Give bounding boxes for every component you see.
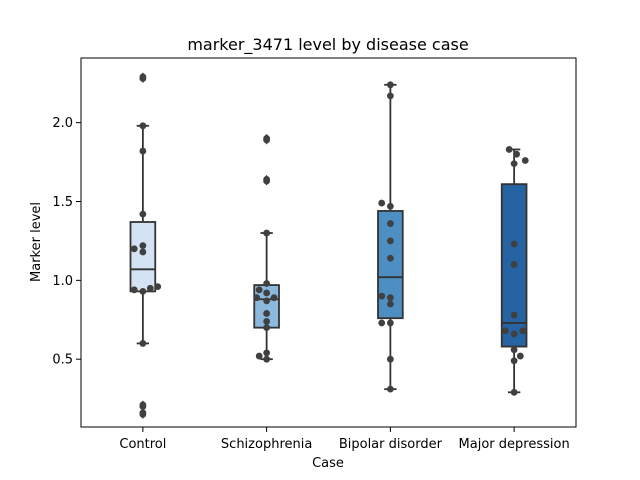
data-point bbox=[270, 294, 278, 302]
x-tick-label: Schizophrenia bbox=[221, 437, 312, 452]
data-point bbox=[510, 357, 518, 365]
data-point bbox=[386, 81, 394, 89]
data-point bbox=[378, 292, 386, 300]
data-point bbox=[139, 410, 147, 418]
x-tick-label: Control bbox=[119, 437, 166, 452]
data-point bbox=[139, 75, 147, 82]
y-tick-label: 2.0 bbox=[52, 116, 73, 131]
data-point bbox=[386, 237, 394, 245]
data-point bbox=[263, 355, 271, 363]
data-point bbox=[516, 352, 524, 360]
data-point bbox=[510, 388, 518, 396]
data-point bbox=[154, 283, 162, 291]
data-point bbox=[263, 297, 271, 305]
data-point bbox=[139, 340, 147, 347]
y-tick-label: 1.0 bbox=[52, 274, 73, 289]
data-point bbox=[263, 324, 271, 332]
x-tick-label: Major depression bbox=[459, 437, 570, 452]
data-point bbox=[263, 280, 271, 287]
data-point bbox=[263, 289, 271, 297]
data-point bbox=[386, 92, 394, 100]
data-point bbox=[255, 286, 263, 294]
data-point bbox=[130, 286, 138, 294]
data-point bbox=[519, 327, 527, 335]
data-point bbox=[510, 311, 518, 319]
data-point bbox=[146, 284, 154, 292]
data-point bbox=[263, 136, 271, 144]
y-tick-label: 0.5 bbox=[52, 353, 73, 368]
data-point bbox=[510, 261, 518, 268]
data-point bbox=[139, 242, 147, 250]
data-point bbox=[386, 300, 394, 308]
axes-frame bbox=[80, 57, 577, 428]
point-group-2 bbox=[378, 81, 394, 393]
data-point bbox=[502, 327, 509, 335]
data-point bbox=[378, 199, 386, 207]
data-point bbox=[255, 352, 263, 360]
point-group-3 bbox=[502, 146, 529, 396]
data-point bbox=[510, 240, 518, 248]
x-tick-label: Bipolar disorder bbox=[339, 437, 443, 452]
chart-title: marker_3471 level by disease case bbox=[187, 35, 468, 55]
data-point bbox=[263, 349, 271, 357]
plot-area bbox=[129, 72, 529, 419]
data-point bbox=[139, 287, 147, 295]
data-point bbox=[378, 319, 386, 327]
point-group-0 bbox=[130, 73, 162, 418]
data-point bbox=[263, 310, 271, 317]
data-point bbox=[510, 330, 518, 338]
box-iqr bbox=[129, 221, 157, 293]
data-point bbox=[139, 248, 147, 256]
data-point bbox=[139, 122, 147, 130]
data-point bbox=[386, 319, 394, 327]
box-group-2 bbox=[377, 83, 404, 391]
data-point bbox=[386, 355, 394, 363]
data-point bbox=[510, 346, 518, 354]
data-point bbox=[139, 403, 147, 410]
data-point bbox=[139, 147, 147, 155]
data-point bbox=[513, 150, 520, 158]
data-point bbox=[139, 210, 147, 218]
y-tick-label: 1.5 bbox=[52, 195, 73, 210]
x-axis-title: Case bbox=[312, 456, 344, 471]
x-axis: Control Schizophrenia Bipolar disorder Majo… bbox=[119, 427, 570, 452]
point-group-1 bbox=[253, 135, 278, 363]
data-point bbox=[130, 245, 138, 253]
data-point bbox=[263, 177, 271, 185]
data-point bbox=[510, 160, 518, 168]
data-point bbox=[386, 254, 394, 262]
data-point bbox=[253, 294, 261, 302]
data-point bbox=[263, 229, 271, 237]
y-axis-title: Marker level bbox=[29, 202, 44, 282]
data-point bbox=[263, 317, 271, 325]
data-point bbox=[386, 202, 394, 210]
data-point bbox=[386, 220, 394, 227]
data-point bbox=[505, 146, 513, 153]
data-point bbox=[386, 385, 394, 393]
data-point bbox=[386, 294, 394, 302]
y-axis: 0.5 1.0 1.5 2.0 bbox=[52, 116, 81, 368]
data-point bbox=[521, 157, 529, 164]
